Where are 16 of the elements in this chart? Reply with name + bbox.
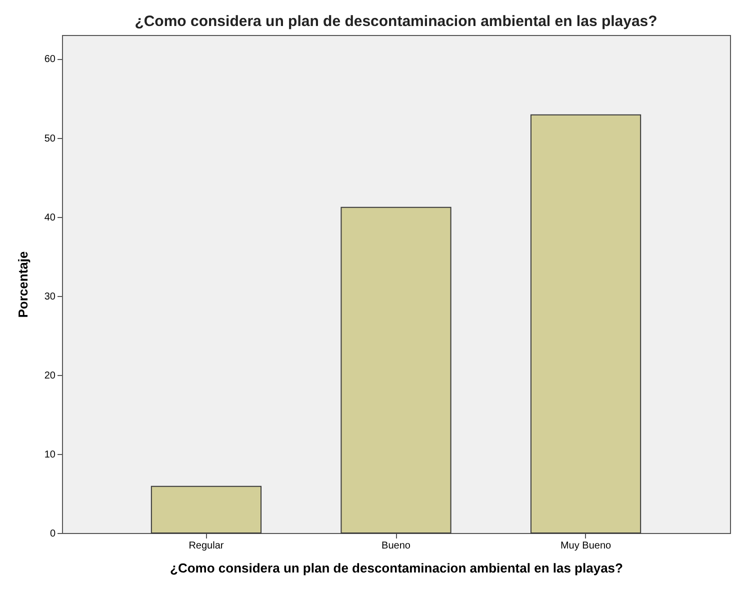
x-tick-label: Muy Bueno <box>560 540 612 552</box>
chart-title: ¿Como considera un plan de descontaminacion ambiental en las playas? <box>134 13 658 30</box>
y-tick-label: 10 <box>44 449 56 460</box>
y-tick-label: 20 <box>44 370 56 382</box>
y-tick-label: 30 <box>44 291 56 302</box>
y-tick-label: 0 <box>50 528 56 540</box>
bar <box>150 486 262 534</box>
y-tick-label: 50 <box>44 133 56 144</box>
y-tick-label: 40 <box>44 212 56 224</box>
x-tick-label: Regular <box>188 540 224 552</box>
bar <box>340 206 452 534</box>
y-axis-title: Porcentaje <box>15 251 30 318</box>
x-tick-label: Bueno <box>382 540 411 552</box>
x-axis-title: ¿Como considera un plan de descontaminacion ambiental en las playas? <box>170 560 624 576</box>
y-tick-label: 60 <box>44 54 56 66</box>
bar <box>530 114 642 534</box>
